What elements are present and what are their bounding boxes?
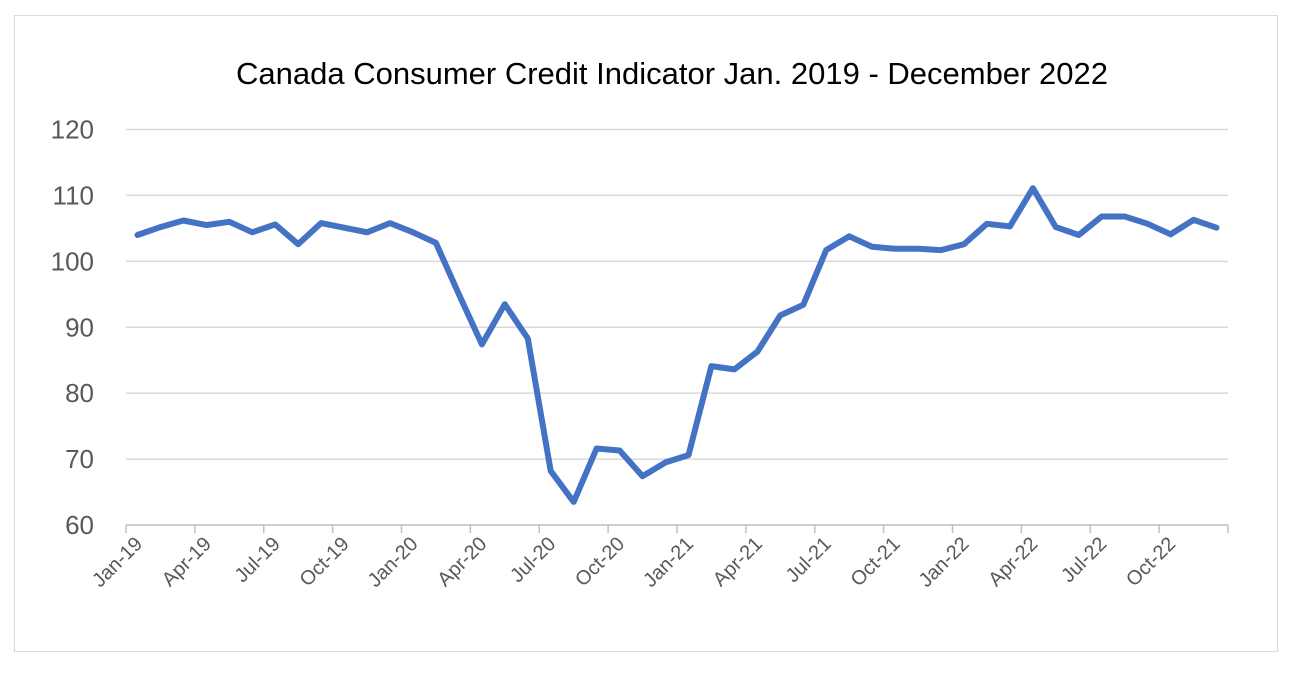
gridlines: [126, 128, 1228, 460]
data-point: [757, 351, 758, 352]
x-tick-label: Apr-21: [709, 533, 767, 591]
data-point: [1032, 188, 1033, 189]
x-tick-label: Oct-20: [571, 533, 629, 591]
y-tick-label: 70: [65, 444, 94, 474]
data-point: [780, 315, 781, 316]
data-point: [206, 225, 207, 226]
x-tick-label: Jan-20: [364, 533, 423, 592]
data-point: [826, 250, 827, 251]
data-point: [849, 236, 850, 237]
data-point: [665, 462, 666, 463]
y-axis-tick-labels: 60 70 80 90 100 110 120: [51, 115, 94, 541]
data-point: [137, 235, 138, 236]
y-tick-label: 80: [65, 378, 94, 408]
data-point: [458, 294, 459, 295]
data-point: [390, 223, 391, 224]
data-point: [1193, 219, 1194, 220]
data-point: [711, 366, 712, 367]
data-point: [596, 448, 597, 449]
x-axis-tick-labels: Jan-19 Apr-19 Jul-19 Oct-19 Jan-20 Apr-20 Jul-…: [88, 533, 1180, 592]
data-point: [550, 470, 551, 471]
data-point: [367, 232, 368, 233]
x-tick-label: Jul-19: [231, 533, 285, 587]
data-point: [1101, 216, 1102, 217]
data-point: [1170, 234, 1171, 235]
data-point: [688, 455, 689, 456]
data-point: [344, 227, 345, 228]
data-point: [504, 304, 505, 305]
data-point: [642, 476, 643, 477]
data-point: [573, 501, 574, 502]
x-tick-label: Jan-19: [88, 533, 147, 592]
x-tick-label: Oct-22: [1122, 533, 1180, 591]
data-point: [619, 450, 620, 451]
data-point: [275, 224, 276, 225]
data-point: [1055, 227, 1056, 228]
x-tick-label: Oct-19: [296, 533, 354, 591]
x-tick-label: Jul-21: [782, 533, 836, 587]
data-point: [872, 246, 873, 247]
data-point: [1078, 235, 1079, 236]
x-tick-label: Jan-22: [915, 533, 974, 592]
data-point: [941, 250, 942, 251]
data-point: [160, 227, 161, 228]
series-layer: [134, 185, 1220, 505]
y-tick-label: 100: [51, 246, 94, 276]
data-point: [964, 244, 965, 245]
x-tick-label: Jul-22: [1057, 533, 1111, 587]
y-tick-label: 120: [51, 115, 94, 145]
data-point: [1009, 226, 1010, 227]
data-point: [895, 248, 896, 249]
x-tick-label: Apr-19: [158, 533, 216, 591]
chart-frame: [14, 15, 1278, 652]
data-point: [252, 232, 253, 233]
chart-title: Canada Consumer Credit Indicator Jan. 20…: [236, 56, 1108, 91]
data-point: [803, 304, 804, 305]
data-point: [734, 369, 735, 370]
data-point: [298, 244, 299, 245]
data-point: [413, 232, 414, 233]
data-point: [1124, 216, 1125, 217]
data-point: [481, 344, 482, 345]
x-axis: [125, 524, 1229, 533]
data-point: [435, 242, 436, 243]
x-tick-label: Jul-20: [506, 533, 560, 587]
x-tick-label: Apr-20: [433, 533, 491, 591]
data-point: [1147, 223, 1148, 224]
series-line-0: [134, 185, 1220, 505]
x-tick-label: Oct-21: [847, 533, 905, 591]
y-tick-label: 90: [65, 312, 94, 342]
x-tick-label: Apr-22: [984, 533, 1042, 591]
data-point: [321, 223, 322, 224]
y-tick-label: 110: [53, 180, 94, 210]
data-point: [527, 338, 528, 339]
x-tick-label: Jan-21: [639, 533, 698, 592]
data-point: [918, 248, 919, 249]
y-tick-label: 60: [65, 510, 94, 540]
data-point: [229, 221, 230, 222]
data-point: [986, 223, 987, 224]
data-point: [183, 220, 184, 221]
data-point: [1216, 227, 1217, 228]
